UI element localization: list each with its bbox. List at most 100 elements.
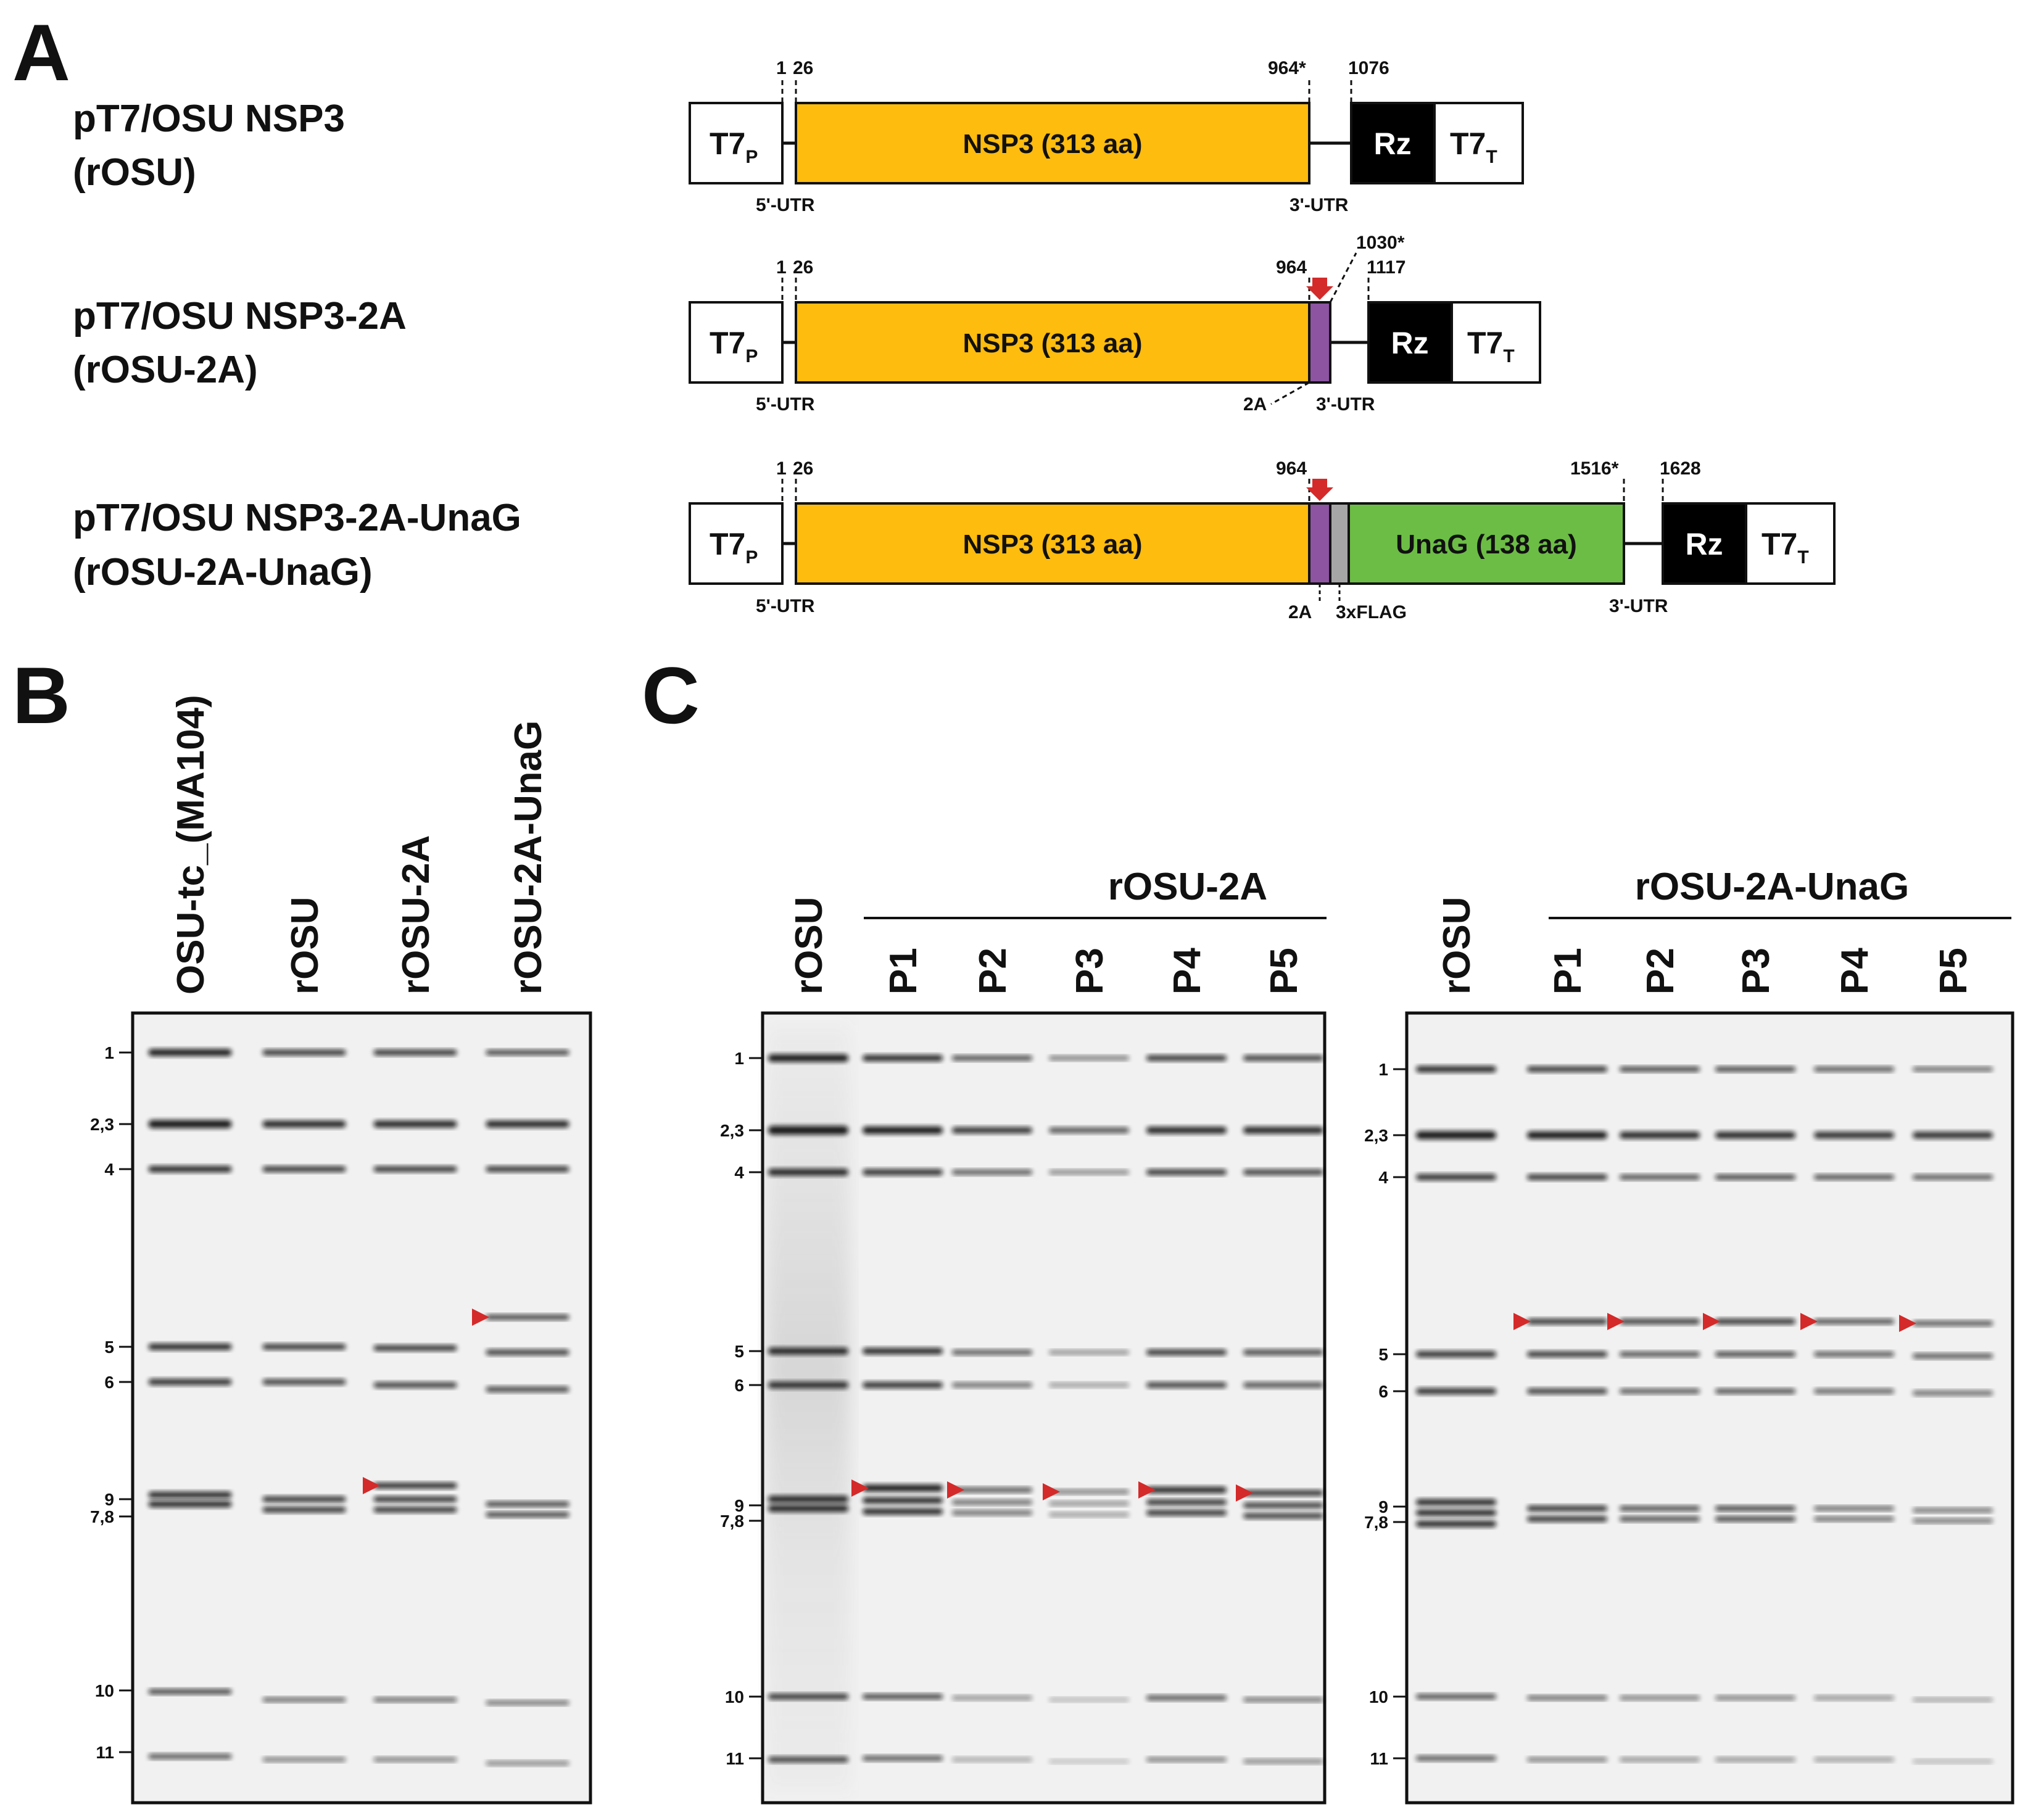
gel-band (373, 1496, 457, 1502)
flag-box (1329, 502, 1350, 585)
cleavage-arrow-icon (1306, 479, 1333, 501)
panel-b: B OSU-tc_(MA104) rOSU rOSU-2A rOSU-2A-UnaG … (12, 650, 592, 1805)
gel-band (1620, 1067, 1700, 1072)
band-shift-arrowhead-icon (947, 1481, 964, 1499)
segment-marker: 4 (734, 1163, 744, 1182)
gel-band (1527, 1066, 1607, 1072)
gel-band (1715, 1318, 1795, 1325)
gel-band (768, 1126, 848, 1135)
gel-band (1416, 1499, 1496, 1505)
gel-band (148, 1166, 232, 1172)
gel-band (1146, 1055, 1227, 1061)
gel-band (1416, 1351, 1496, 1357)
gel-band (1146, 1487, 1227, 1493)
construct-alias: (rOSU) (73, 151, 196, 194)
gel-band (768, 1495, 848, 1503)
nt-position: 1030* (1356, 233, 1405, 253)
gel-band (1715, 1175, 1795, 1180)
lane-smear (766, 1025, 850, 1790)
gel-band (148, 1049, 232, 1056)
gel-band (1814, 1516, 1894, 1521)
utr3-label: 3'-UTR (1316, 394, 1375, 415)
gel-band (1527, 1318, 1607, 1325)
lane-label: P1 (1547, 948, 1589, 995)
ribozyme-box (1350, 102, 1436, 184)
gel-band (1913, 1760, 1993, 1763)
group-label-2a: rOSU-2A (1108, 866, 1267, 908)
gel-band (863, 1497, 943, 1504)
gel-band (1243, 1055, 1323, 1061)
gel-band (1146, 1499, 1227, 1505)
gel-band (1527, 1388, 1607, 1394)
gel-band (373, 1166, 457, 1172)
gel-band (1814, 1757, 1894, 1762)
gel-band (148, 1501, 232, 1507)
nt-position: 964 (1276, 257, 1307, 278)
t7-promoter-label: T7P (710, 126, 758, 167)
utr5-label: 5'-UTR (756, 394, 815, 415)
gel-band (1243, 1382, 1323, 1388)
gel-band (262, 1507, 346, 1513)
gel-band (768, 1054, 848, 1062)
gel-band (952, 1383, 1032, 1388)
panel-a-letter: A (12, 7, 70, 97)
gel-band (952, 1487, 1032, 1492)
gel-band (373, 1382, 457, 1388)
segment-marker: 1 (104, 1043, 114, 1062)
gel-band (1715, 1695, 1795, 1700)
segment-marker: 9 (734, 1496, 744, 1515)
gel-band (1527, 1131, 1607, 1139)
t2a-box (1308, 502, 1331, 585)
gel-band (148, 1689, 232, 1694)
segment-marker: 2,3 (1364, 1126, 1388, 1145)
gel-band (1527, 1516, 1607, 1522)
construct-name: pT7/OSU NSP3-2A-UnaG (73, 497, 521, 539)
t7-terminator-label: T7T (1450, 126, 1497, 167)
segment-marker: 1 (1378, 1060, 1388, 1079)
gel-band (486, 1761, 569, 1766)
gel-band (1416, 1131, 1496, 1140)
gel-band (1913, 1067, 1993, 1072)
segment-marker: 9 (1378, 1497, 1388, 1516)
gel-band (1416, 1388, 1496, 1394)
construct-name: pT7/OSU NSP3-2A (73, 295, 407, 337)
gel-band (262, 1379, 346, 1385)
band-shift-arrowhead-icon (1043, 1483, 1060, 1500)
lane-label: rOSU-2A-UnaG (507, 721, 550, 995)
t2a-label: 2A (1243, 394, 1267, 415)
gel-band (373, 1049, 457, 1056)
segment-marker: 2,3 (90, 1115, 114, 1134)
gel-band (1715, 1131, 1795, 1139)
gel-band (1049, 1501, 1129, 1506)
utr5-label: 5'-UTR (756, 596, 815, 616)
gel-band (863, 1484, 943, 1492)
gel-band (1416, 1066, 1496, 1072)
cleavage-arrow-icon (1306, 278, 1333, 300)
gel-band (1913, 1131, 1993, 1139)
gel-band (1243, 1759, 1323, 1764)
panel-a: A pT7/OSU NSP3 (rOSU) T7P NSP3 (313 aa) … (12, 7, 1836, 623)
gel-band (1715, 1757, 1795, 1762)
gel-band (148, 1492, 232, 1498)
segment-marker: 7,8 (1364, 1513, 1388, 1532)
gel-band (1527, 1505, 1607, 1512)
gel-band (1913, 1698, 1993, 1702)
t7-promoter-box (689, 102, 784, 184)
segment-marker: 2,3 (720, 1121, 744, 1140)
gel-band (1913, 1175, 1993, 1180)
gel-band (1243, 1169, 1323, 1175)
lane-label: P5 (1263, 948, 1306, 995)
gel-frame (1405, 1011, 2014, 1805)
gel-band (373, 1120, 457, 1128)
construct-nsp3: pT7/OSU NSP3 (rOSU) T7P NSP3 (313 aa) Rz… (73, 58, 1524, 215)
nt-position: 26 (793, 257, 813, 278)
gel-band (1620, 1318, 1700, 1325)
gel-band (373, 1507, 457, 1513)
gel-band (1527, 1695, 1607, 1700)
gel-band (1620, 1131, 1700, 1139)
segment-marker: 7,8 (90, 1507, 114, 1526)
gel-band (262, 1049, 346, 1056)
gel-band (1049, 1698, 1129, 1702)
gel-band (952, 1127, 1032, 1133)
segment-marker: 11 (1370, 1749, 1388, 1768)
